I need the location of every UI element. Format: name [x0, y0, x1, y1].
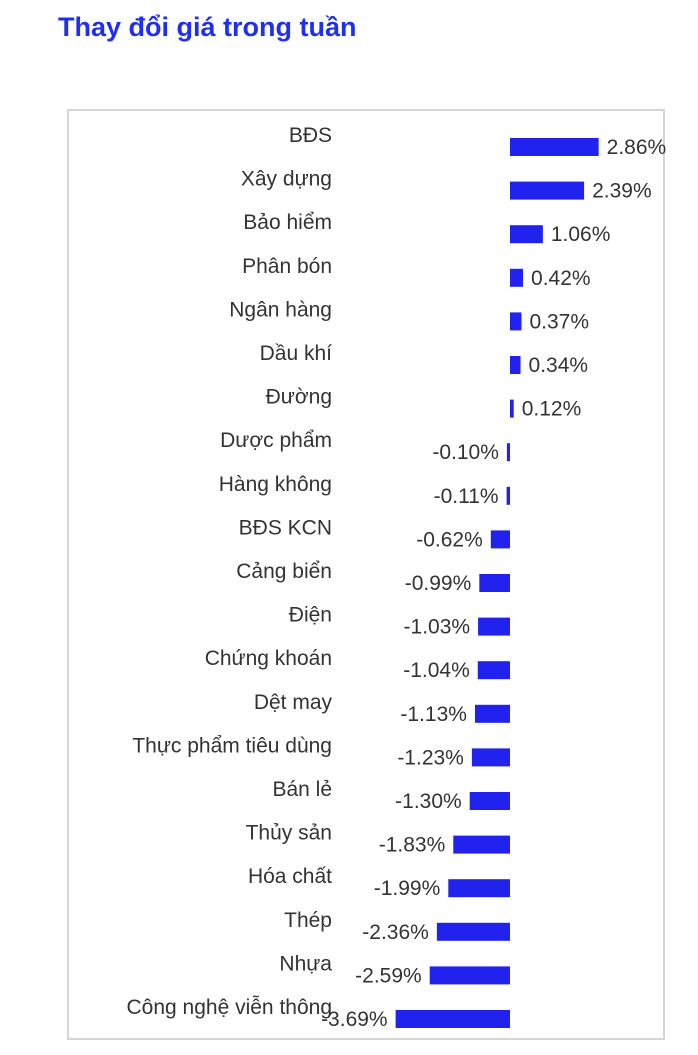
value-label: -0.99% — [405, 572, 472, 595]
category-label: BĐS — [289, 124, 332, 147]
value-label: -1.99% — [374, 877, 441, 900]
category-label: Hàng không — [219, 473, 332, 496]
value-label: -1.04% — [403, 659, 470, 682]
category-label: Phân bón — [242, 255, 332, 278]
category-label: Điện — [289, 604, 332, 627]
bar — [479, 574, 510, 592]
value-label: -2.59% — [355, 964, 422, 987]
category-label: Cảng biển — [236, 560, 332, 583]
category-label: BĐS KCN — [239, 516, 332, 539]
value-label: 2.86% — [607, 136, 667, 159]
bar — [395, 1010, 510, 1028]
value-label: -1.13% — [400, 703, 467, 726]
bar — [510, 181, 585, 200]
bar — [510, 138, 599, 156]
value-label: 0.34% — [529, 354, 589, 377]
bar — [477, 661, 510, 680]
bar — [453, 835, 510, 854]
category-label: Công nghệ viễn thông — [127, 996, 333, 1019]
value-label: 0.42% — [531, 267, 591, 290]
category-label: Xây dựng — [241, 168, 332, 191]
category-label: Thực phẩm tiêu dùng — [132, 734, 332, 757]
category-label: Thép — [284, 909, 332, 932]
value-label: 0.37% — [529, 310, 589, 333]
bar — [510, 399, 514, 418]
category-label: Hóa chất — [248, 865, 332, 888]
bar — [510, 225, 543, 244]
bar — [510, 356, 521, 374]
bar — [510, 268, 524, 287]
value-label: -3.69% — [321, 1008, 388, 1031]
bar — [490, 530, 510, 549]
category-label: Bán lẻ — [272, 778, 332, 801]
bar — [448, 879, 510, 898]
category-label: Dược phẩm — [220, 429, 332, 452]
value-label: -2.36% — [362, 921, 429, 944]
value-label: -1.03% — [404, 616, 471, 639]
value-label: -0.11% — [434, 485, 499, 508]
bar — [474, 704, 510, 723]
value-label: -1.23% — [397, 746, 464, 769]
bar — [510, 312, 522, 331]
category-label: Đường — [266, 386, 332, 409]
bar — [478, 617, 510, 636]
category-label: Chứng khoán — [205, 647, 332, 670]
bar — [429, 966, 510, 985]
value-label: -1.30% — [395, 790, 462, 813]
bar — [436, 922, 510, 941]
category-label: Thủy sản — [246, 822, 332, 845]
category-label: Dầu khí — [260, 342, 333, 365]
bar — [506, 486, 510, 505]
value-label: 1.06% — [551, 223, 611, 246]
value-label: -0.10% — [432, 441, 499, 464]
value-label: 0.12% — [522, 398, 582, 421]
bar — [469, 792, 510, 810]
value-label: -1.83% — [379, 834, 446, 857]
bar — [506, 443, 510, 462]
category-label: Dệt may — [254, 691, 333, 714]
chart-title: Thay đổi giá trong tuần — [58, 12, 357, 42]
chart-panel — [67, 109, 665, 1040]
bar — [471, 748, 510, 767]
category-label: Nhựa — [279, 952, 332, 975]
value-label: 2.39% — [592, 180, 652, 203]
value-label: -0.62% — [416, 528, 483, 551]
category-label: Bảo hiểm — [243, 211, 332, 234]
category-label: Ngân hàng — [229, 298, 332, 321]
